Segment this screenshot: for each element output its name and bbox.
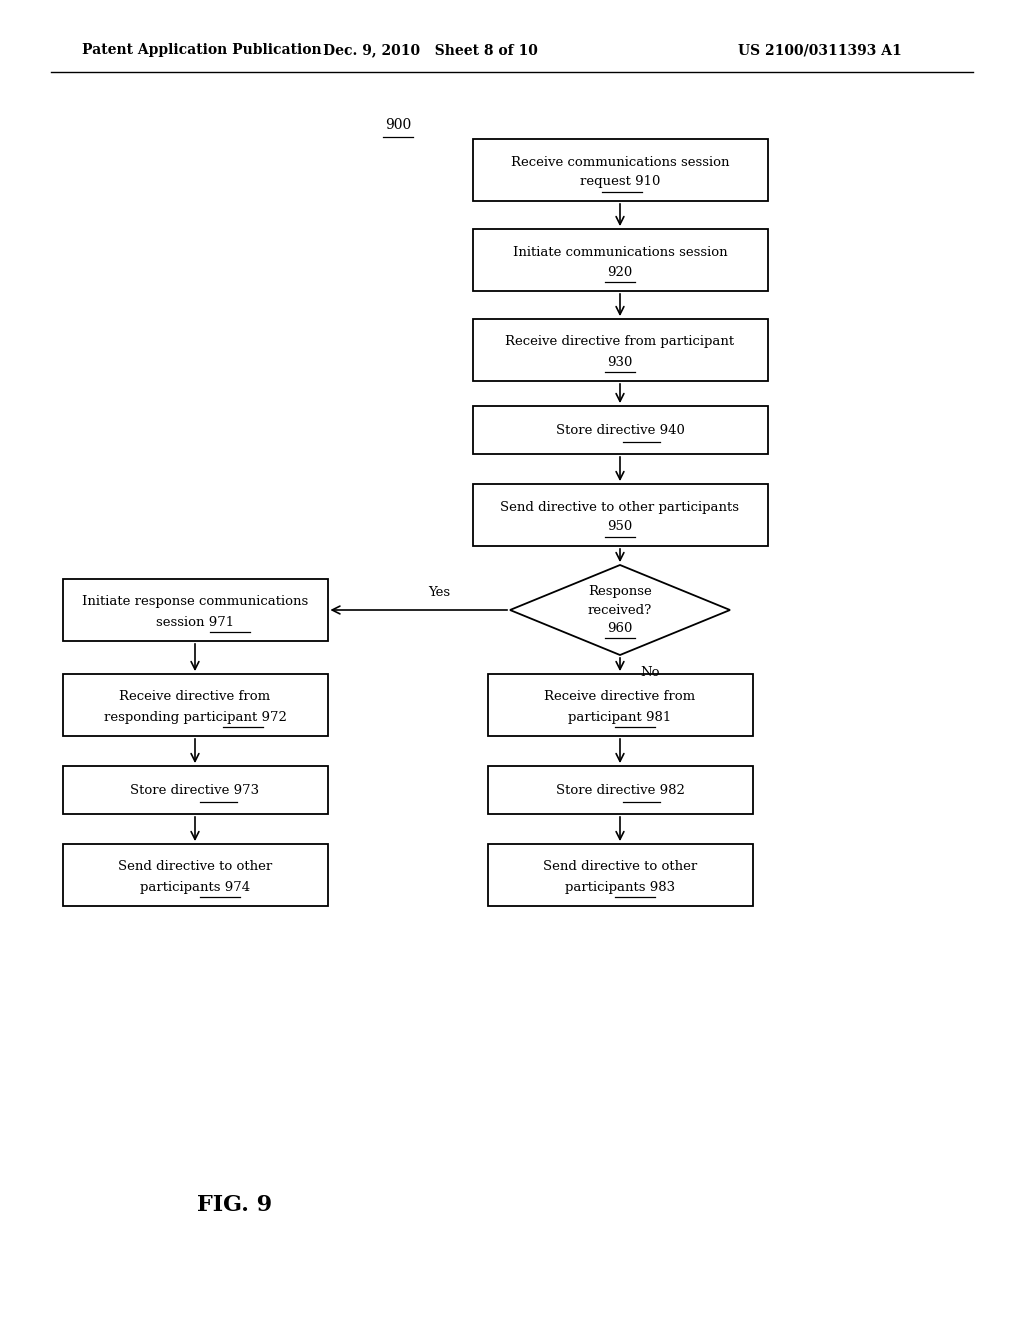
Bar xyxy=(62,843,328,906)
Text: participant 981: participant 981 xyxy=(568,710,672,723)
Text: Store directive 982: Store directive 982 xyxy=(556,784,684,796)
Bar xyxy=(62,579,328,642)
Text: participants 974: participants 974 xyxy=(140,880,250,894)
Text: responding participant 972: responding participant 972 xyxy=(103,710,287,723)
Text: Initiate communications session: Initiate communications session xyxy=(513,246,727,259)
Text: Dec. 9, 2010   Sheet 8 of 10: Dec. 9, 2010 Sheet 8 of 10 xyxy=(323,44,538,57)
Text: 960: 960 xyxy=(607,622,633,635)
Text: Store directive 973: Store directive 973 xyxy=(130,784,259,796)
Bar xyxy=(472,407,768,454)
Bar xyxy=(472,139,768,201)
Text: Response: Response xyxy=(588,586,652,598)
Text: Receive directive from: Receive directive from xyxy=(120,690,270,704)
Text: Send directive to other: Send directive to other xyxy=(543,861,697,874)
Bar xyxy=(62,766,328,814)
Text: received?: received? xyxy=(588,603,652,616)
Text: Initiate response communications: Initiate response communications xyxy=(82,595,308,609)
Bar xyxy=(472,484,768,546)
Bar xyxy=(487,675,753,737)
Text: Patent Application Publication: Patent Application Publication xyxy=(82,44,322,57)
Polygon shape xyxy=(510,565,730,655)
Text: 900: 900 xyxy=(385,117,411,132)
Text: participants 983: participants 983 xyxy=(565,880,675,894)
Text: Store directive 940: Store directive 940 xyxy=(556,424,684,437)
Text: No: No xyxy=(640,667,659,680)
Text: US 2100/0311393 A1: US 2100/0311393 A1 xyxy=(738,44,902,57)
Bar xyxy=(472,228,768,290)
Text: Receive communications session: Receive communications session xyxy=(511,156,729,169)
Text: Yes: Yes xyxy=(428,586,450,598)
Bar xyxy=(62,675,328,737)
Bar xyxy=(487,843,753,906)
Bar xyxy=(472,319,768,381)
Text: FIG. 9: FIG. 9 xyxy=(198,1195,272,1216)
Text: Send directive to other participants: Send directive to other participants xyxy=(501,500,739,513)
Text: request 910: request 910 xyxy=(580,176,660,189)
Bar xyxy=(487,766,753,814)
Text: Receive directive from: Receive directive from xyxy=(545,690,695,704)
Text: Send directive to other: Send directive to other xyxy=(118,861,272,874)
Text: Receive directive from participant: Receive directive from participant xyxy=(506,335,734,348)
Text: 930: 930 xyxy=(607,355,633,368)
Text: 920: 920 xyxy=(607,265,633,279)
Text: session 971: session 971 xyxy=(156,615,234,628)
Text: 950: 950 xyxy=(607,520,633,533)
